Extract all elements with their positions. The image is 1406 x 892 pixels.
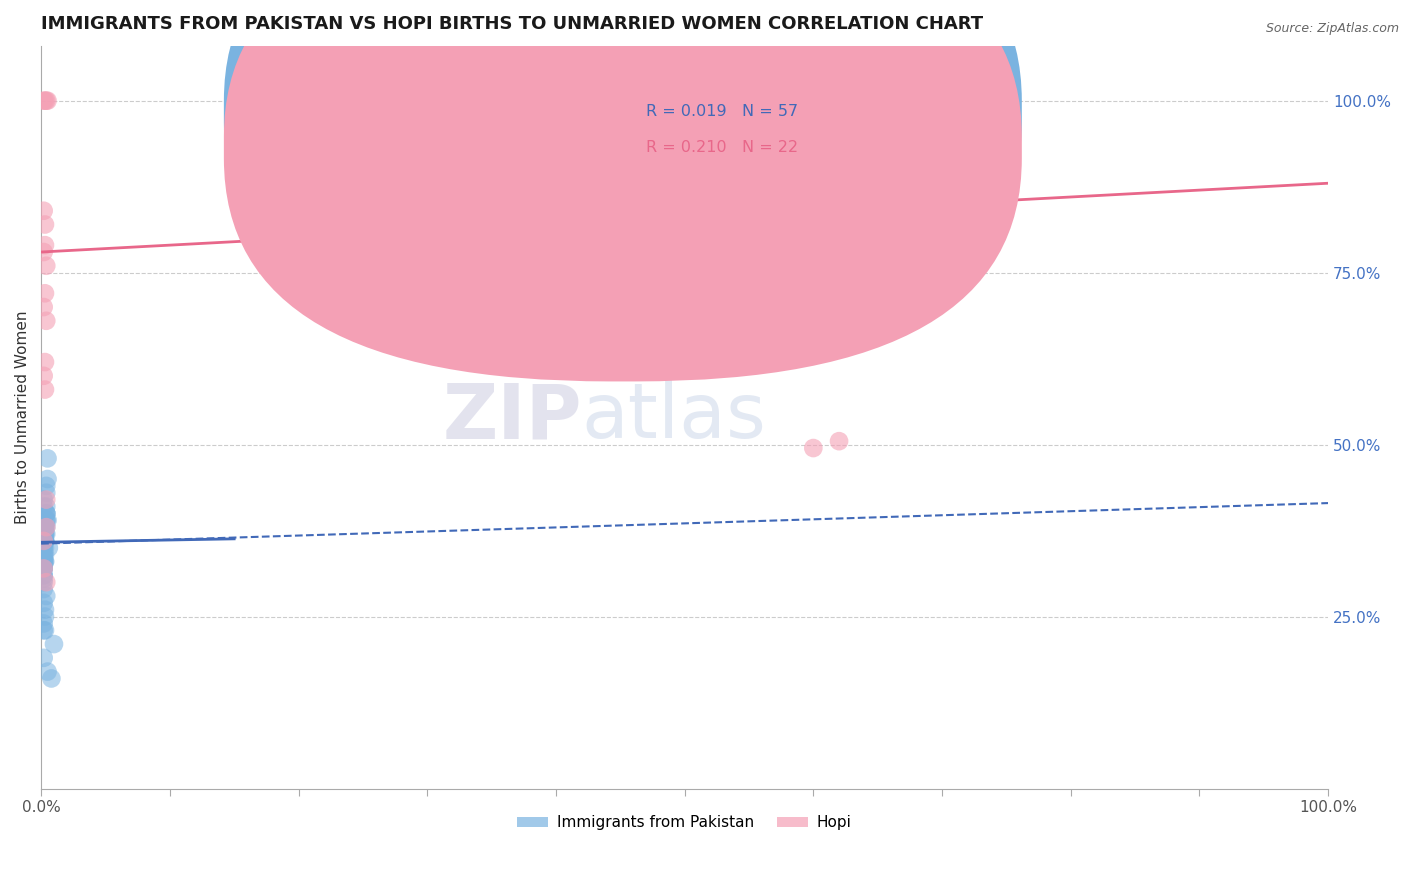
Legend: Immigrants from Pakistan, Hopi: Immigrants from Pakistan, Hopi	[512, 809, 858, 837]
Point	[35, 94, 58, 108]
Point	[32, 568, 55, 582]
Text: Source: ZipAtlas.com: Source: ZipAtlas.com	[1265, 22, 1399, 36]
FancyBboxPatch shape	[224, 0, 1022, 346]
Point	[34, 527, 56, 541]
Point	[32, 561, 55, 575]
Point	[32, 582, 55, 596]
Text: ZIP: ZIP	[441, 380, 582, 454]
Point	[32, 650, 55, 665]
Point	[34, 609, 56, 624]
Point	[34, 520, 56, 534]
Point	[35, 507, 58, 521]
Point	[32, 492, 55, 507]
Point	[32, 561, 55, 575]
Point	[35, 479, 58, 493]
Point	[37, 451, 59, 466]
Point	[32, 568, 55, 582]
Point	[35, 507, 58, 521]
Point	[34, 355, 56, 369]
Point	[34, 383, 56, 397]
Text: IMMIGRANTS FROM PAKISTAN VS HOPI BIRTHS TO UNMARRIED WOMEN CORRELATION CHART: IMMIGRANTS FROM PAKISTAN VS HOPI BIRTHS …	[41, 15, 983, 33]
Point	[35, 500, 58, 514]
Point	[35, 520, 58, 534]
Point	[34, 533, 56, 548]
Point	[35, 575, 58, 590]
Point	[32, 500, 55, 514]
Point	[34, 520, 56, 534]
Text: R = 0.019   N = 57: R = 0.019 N = 57	[645, 104, 799, 120]
Point	[34, 624, 56, 638]
Point	[37, 94, 59, 108]
Point	[34, 286, 56, 301]
FancyBboxPatch shape	[224, 0, 1022, 382]
Y-axis label: Births to Unmarried Women: Births to Unmarried Women	[15, 310, 30, 524]
Point	[34, 533, 56, 548]
Point	[34, 94, 56, 108]
Point	[34, 541, 56, 555]
Point	[32, 555, 55, 569]
Text: atlas: atlas	[582, 380, 766, 454]
Point	[32, 245, 55, 260]
Point	[32, 561, 55, 575]
Point	[32, 575, 55, 590]
Point	[32, 548, 55, 562]
Point	[35, 527, 58, 541]
Point	[32, 548, 55, 562]
Point	[35, 513, 58, 527]
Point	[34, 555, 56, 569]
Point	[35, 589, 58, 603]
Point	[32, 533, 55, 548]
Point	[32, 533, 55, 548]
Point	[32, 541, 55, 555]
Point	[32, 555, 55, 569]
Point	[32, 616, 55, 631]
Point	[34, 603, 56, 617]
Point	[35, 507, 58, 521]
Point	[35, 259, 58, 273]
Point	[32, 555, 55, 569]
Point	[828, 434, 851, 449]
Point	[34, 238, 56, 252]
Point	[801, 441, 824, 455]
Point	[37, 665, 59, 679]
Point	[32, 572, 55, 586]
Point	[32, 561, 55, 575]
Point	[35, 492, 58, 507]
Point	[35, 520, 58, 534]
FancyBboxPatch shape	[582, 79, 890, 179]
Point	[32, 541, 55, 555]
Point	[42, 637, 65, 651]
Point	[32, 596, 55, 610]
Text: R = 0.210   N = 22: R = 0.210 N = 22	[645, 140, 799, 155]
Point	[32, 368, 55, 383]
Point	[35, 485, 58, 500]
Point	[34, 555, 56, 569]
Point	[32, 624, 55, 638]
Point	[35, 314, 58, 328]
Point	[32, 94, 55, 108]
Point	[34, 548, 56, 562]
Point	[34, 218, 56, 232]
Point	[41, 672, 63, 686]
Point	[34, 527, 56, 541]
Point	[34, 533, 56, 548]
Point	[34, 520, 56, 534]
Point	[35, 513, 58, 527]
Point	[38, 541, 60, 555]
Point	[32, 203, 55, 218]
Point	[37, 472, 59, 486]
Point	[34, 533, 56, 548]
Point	[34, 527, 56, 541]
Point	[32, 300, 55, 314]
Point	[37, 513, 59, 527]
